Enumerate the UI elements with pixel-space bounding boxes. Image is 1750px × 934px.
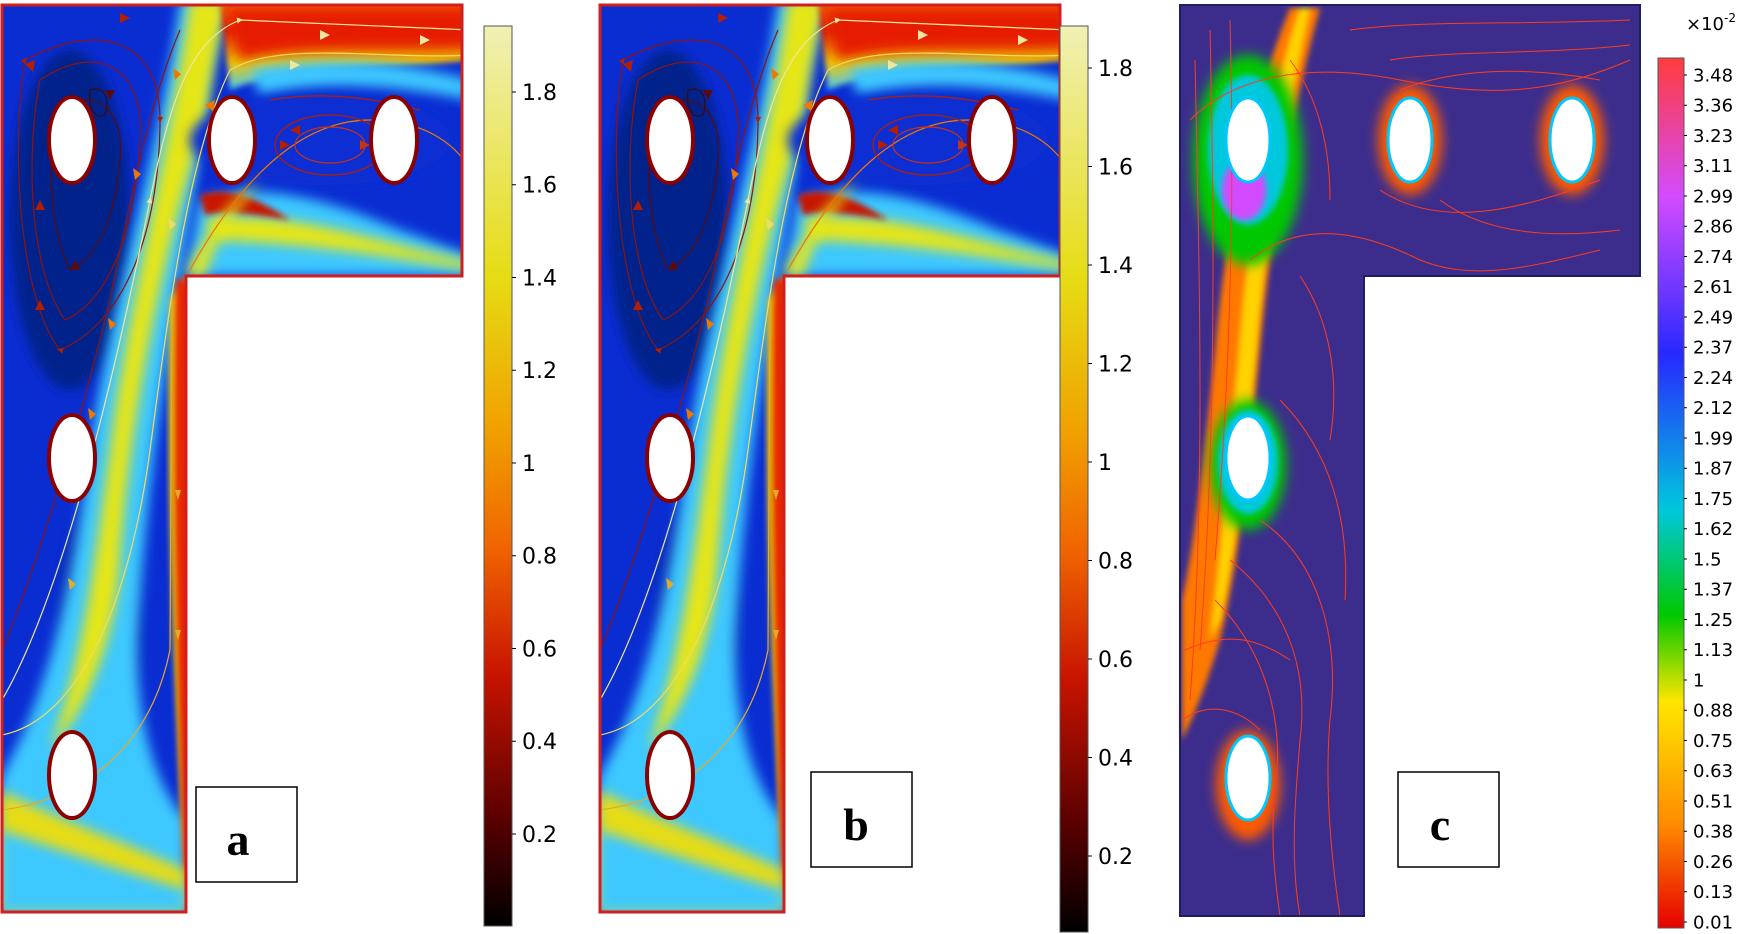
label-box-b: b [810,771,913,868]
colorbar-tick-label: 0.75 [1693,731,1733,752]
colorbar-tick-label: 1.75 [1693,489,1733,510]
colorbar-tick-label: 1.5 [1693,549,1722,570]
colorbar-tick-label: 1.4 [1098,254,1133,279]
colorbar-tick-label: 2.86 [1693,217,1733,238]
panel-a-velocity-field [0,3,464,914]
colorbar-tick-label: 1.8 [522,81,557,106]
panel-label-c: c [1430,799,1450,850]
colorbar-tick-label: 0.4 [522,730,557,755]
colorbar-tick-label: 1.8 [1098,57,1133,82]
colorbar-tick-label: 0.6 [1098,648,1133,673]
colorbar-b: 0.2 0.4 0.6 0.8 1 1.2 1.4 1.6 1.8 [1059,25,1133,933]
colorbar-tick-label: 1.99 [1693,428,1733,449]
panel-c-contour-field [1179,4,1641,917]
colorbar-tick-label: 1.2 [1098,352,1133,377]
colorbar-tick-label: 1.62 [1693,519,1733,540]
colorbar-tick-label: 0.6 [522,637,557,662]
colorbar-tick-label: 0.2 [522,823,557,848]
colorbar-tick-label: 1 [522,452,536,477]
colorbar-tick-label: 1.4 [522,266,557,291]
colorbar-tick-label: 1.6 [522,174,557,199]
colorbar-tick-label: 0.01 [1693,912,1733,933]
colorbar-tick-label: 1.37 [1693,580,1733,601]
colorbar-a: 0.2 0.4 0.6 0.8 1 1.2 1.4 1.6 1.8 [483,25,557,927]
colorbar-tick-label: 0.8 [1098,549,1133,574]
panel-label-a: a [227,814,250,865]
colorbar-tick-label: 1.6 [1098,155,1133,180]
label-box-a: a [195,786,298,883]
colorbar-tick-label: 0.88 [1693,701,1733,722]
colorbar-tick-label: 0.8 [522,545,557,570]
colorbar-tick-label: 0.38 [1693,822,1733,843]
colorbar-tick-label: 0.63 [1693,761,1733,782]
label-box-c: c [1397,771,1500,868]
colorbar-tick-label: 2.12 [1693,398,1733,419]
colorbar-tick-label: 0.13 [1693,882,1733,903]
colorbar-tick-label: 2.99 [1693,186,1733,207]
colorbar-tick-label: 1.87 [1693,459,1733,480]
colorbar-tick-label: 0.26 [1693,852,1733,873]
colorbar-tick-label: 1.25 [1693,610,1733,631]
colorbar-tick-label: 3.23 [1693,126,1733,147]
colorbar-tick-label: 3.11 [1693,156,1733,177]
colorbar-tick-label: 1 [1693,670,1704,691]
colorbar-c: 3.48 3.36 3.23 3.11 2.99 2.86 2.74 2.61 2.49 2.37… [1657,11,1736,933]
colorbar-tick-label: 2.37 [1693,338,1733,359]
colorbar-tick-label: 2.49 [1693,307,1733,328]
colorbar-tick-label: 2.74 [1693,247,1733,268]
colorbar-tick-label: 2.24 [1693,368,1733,389]
colorbar-tick-label: 2.61 [1693,277,1733,298]
colorbar-tick-label: 1.13 [1693,640,1733,661]
colorbar-tick-label: 0.2 [1098,845,1133,870]
colorbar-tick-label: 1.2 [522,359,557,384]
colorbar-tick-label: 3.36 [1693,96,1733,117]
colorbar-c-multiplier: ×10-2 [1686,11,1736,35]
colorbar-tick-label: 0.4 [1098,746,1133,771]
colorbar-tick-label: 3.48 [1693,65,1733,86]
panel-label-b: b [843,799,869,850]
colorbar-tick-label: 1 [1098,451,1112,476]
colorbar-tick-label: 0.51 [1693,791,1733,812]
